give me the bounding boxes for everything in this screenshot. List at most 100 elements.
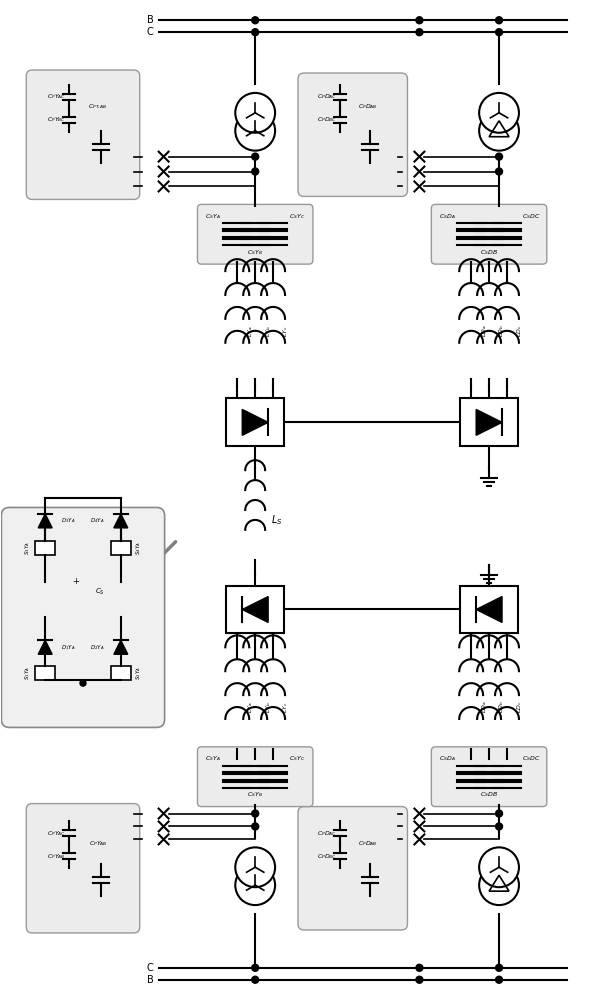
Text: $L_S$: $L_S$ xyxy=(271,513,283,527)
FancyBboxPatch shape xyxy=(298,807,407,930)
Text: $LY_b$: $LY_b$ xyxy=(263,325,272,337)
Polygon shape xyxy=(242,597,268,622)
FancyBboxPatch shape xyxy=(111,541,131,555)
Polygon shape xyxy=(38,640,52,654)
Text: $C_SDC$: $C_SDC$ xyxy=(522,212,540,221)
FancyBboxPatch shape xyxy=(298,73,407,196)
Text: $C_PY_{AC}$: $C_PY_{AC}$ xyxy=(47,92,66,101)
Circle shape xyxy=(252,976,259,983)
FancyBboxPatch shape xyxy=(432,204,547,264)
Text: $D_2Y_A$: $D_2Y_A$ xyxy=(91,643,105,652)
Polygon shape xyxy=(476,597,502,622)
Text: $LY_c$: $LY_c$ xyxy=(282,701,291,713)
Circle shape xyxy=(496,976,503,983)
FancyBboxPatch shape xyxy=(460,586,518,633)
Text: $C_SDB$: $C_SDB$ xyxy=(480,790,498,799)
Circle shape xyxy=(479,111,519,151)
Circle shape xyxy=(252,29,259,36)
Circle shape xyxy=(479,93,519,133)
Text: $LD_a$: $LD_a$ xyxy=(480,701,488,713)
Text: $S_2Y_A$: $S_2Y_A$ xyxy=(134,666,143,680)
Circle shape xyxy=(496,810,503,817)
Text: $C_PD_{AC}$: $C_PD_{AC}$ xyxy=(317,92,337,101)
Text: $C_PY_{AC}$: $C_PY_{AC}$ xyxy=(47,829,66,838)
Circle shape xyxy=(235,93,275,133)
Text: $C_PD_{AC}$: $C_PD_{AC}$ xyxy=(317,829,337,838)
FancyBboxPatch shape xyxy=(111,666,131,680)
Circle shape xyxy=(496,29,503,36)
Circle shape xyxy=(496,153,503,160)
Circle shape xyxy=(252,168,259,175)
FancyBboxPatch shape xyxy=(1,507,165,727)
FancyBboxPatch shape xyxy=(226,586,284,633)
Circle shape xyxy=(252,823,259,830)
Circle shape xyxy=(496,168,503,175)
Text: $LD_b$: $LD_b$ xyxy=(498,324,507,337)
Circle shape xyxy=(235,847,275,887)
Circle shape xyxy=(496,17,503,24)
Text: $LY_c$: $LY_c$ xyxy=(282,325,291,337)
Text: B: B xyxy=(147,15,154,25)
Text: $S_4Y_A$: $S_4Y_A$ xyxy=(134,541,143,555)
Circle shape xyxy=(235,111,275,151)
Text: $C_PY_{AB}$: $C_PY_{AB}$ xyxy=(47,852,66,861)
Text: $C_SY_B$: $C_SY_B$ xyxy=(247,248,263,257)
Circle shape xyxy=(252,964,259,971)
Text: $C_SDC$: $C_SDC$ xyxy=(522,754,540,763)
Circle shape xyxy=(252,17,259,24)
Text: $C_SD_A$: $C_SD_A$ xyxy=(439,754,456,763)
Text: $LD_b$: $LD_b$ xyxy=(498,701,507,713)
Text: $D_3Y_A$: $D_3Y_A$ xyxy=(61,516,76,525)
Text: $C_SDB$: $C_SDB$ xyxy=(480,248,498,257)
Circle shape xyxy=(80,680,86,686)
Text: $C_PY_{BC}$: $C_PY_{BC}$ xyxy=(47,115,66,124)
Text: $C_SY_B$: $C_SY_B$ xyxy=(247,790,263,799)
Text: $S_1Y_A$: $S_1Y_A$ xyxy=(23,666,32,680)
Text: $C_PD_{BC}$: $C_PD_{BC}$ xyxy=(317,852,337,861)
FancyBboxPatch shape xyxy=(226,398,284,446)
Text: $C_SY_A$: $C_SY_A$ xyxy=(205,754,221,763)
Text: $C_SY_C$: $C_SY_C$ xyxy=(289,754,305,763)
FancyBboxPatch shape xyxy=(198,747,313,807)
Text: $S_3Y_A$: $S_3Y_A$ xyxy=(23,541,32,555)
Text: $D_1Y_A$: $D_1Y_A$ xyxy=(61,643,76,652)
FancyBboxPatch shape xyxy=(432,747,547,807)
Text: $LY_b$: $LY_b$ xyxy=(263,701,272,713)
Circle shape xyxy=(416,29,423,36)
FancyBboxPatch shape xyxy=(198,204,313,264)
Text: $LY_a$: $LY_a$ xyxy=(246,325,255,337)
Circle shape xyxy=(416,976,423,983)
Text: $C_SD_A$: $C_SD_A$ xyxy=(439,212,456,221)
FancyBboxPatch shape xyxy=(26,70,140,199)
Circle shape xyxy=(252,153,259,160)
Polygon shape xyxy=(242,409,268,435)
FancyBboxPatch shape xyxy=(460,398,518,446)
Circle shape xyxy=(252,810,259,817)
Text: $C_PD_{AB}$: $C_PD_{AB}$ xyxy=(358,102,378,111)
Polygon shape xyxy=(38,514,52,528)
Polygon shape xyxy=(114,640,128,654)
Text: C: C xyxy=(147,963,154,973)
Text: $C_S$: $C_S$ xyxy=(95,586,105,597)
FancyBboxPatch shape xyxy=(26,804,140,933)
Text: $D_4Y_A$: $D_4Y_A$ xyxy=(91,516,105,525)
Polygon shape xyxy=(476,409,502,435)
Circle shape xyxy=(416,17,423,24)
Text: $C_PY_{AB}$: $C_PY_{AB}$ xyxy=(89,839,107,848)
Text: C: C xyxy=(147,27,154,37)
FancyBboxPatch shape xyxy=(36,666,55,680)
Text: $LD_c$: $LD_c$ xyxy=(516,701,525,713)
Circle shape xyxy=(235,865,275,905)
FancyBboxPatch shape xyxy=(36,541,55,555)
Text: $LD_a$: $LD_a$ xyxy=(480,324,488,337)
Text: +: + xyxy=(73,577,79,586)
Circle shape xyxy=(416,964,423,971)
Text: $C_SY_A$: $C_SY_A$ xyxy=(205,212,221,221)
Polygon shape xyxy=(114,514,128,528)
Text: $C_PD_{AB}$: $C_PD_{AB}$ xyxy=(358,839,378,848)
Text: B: B xyxy=(147,975,154,985)
Text: $LD_c$: $LD_c$ xyxy=(516,324,525,337)
Circle shape xyxy=(496,964,503,971)
Text: $LY_a$: $LY_a$ xyxy=(246,701,255,713)
Circle shape xyxy=(479,865,519,905)
